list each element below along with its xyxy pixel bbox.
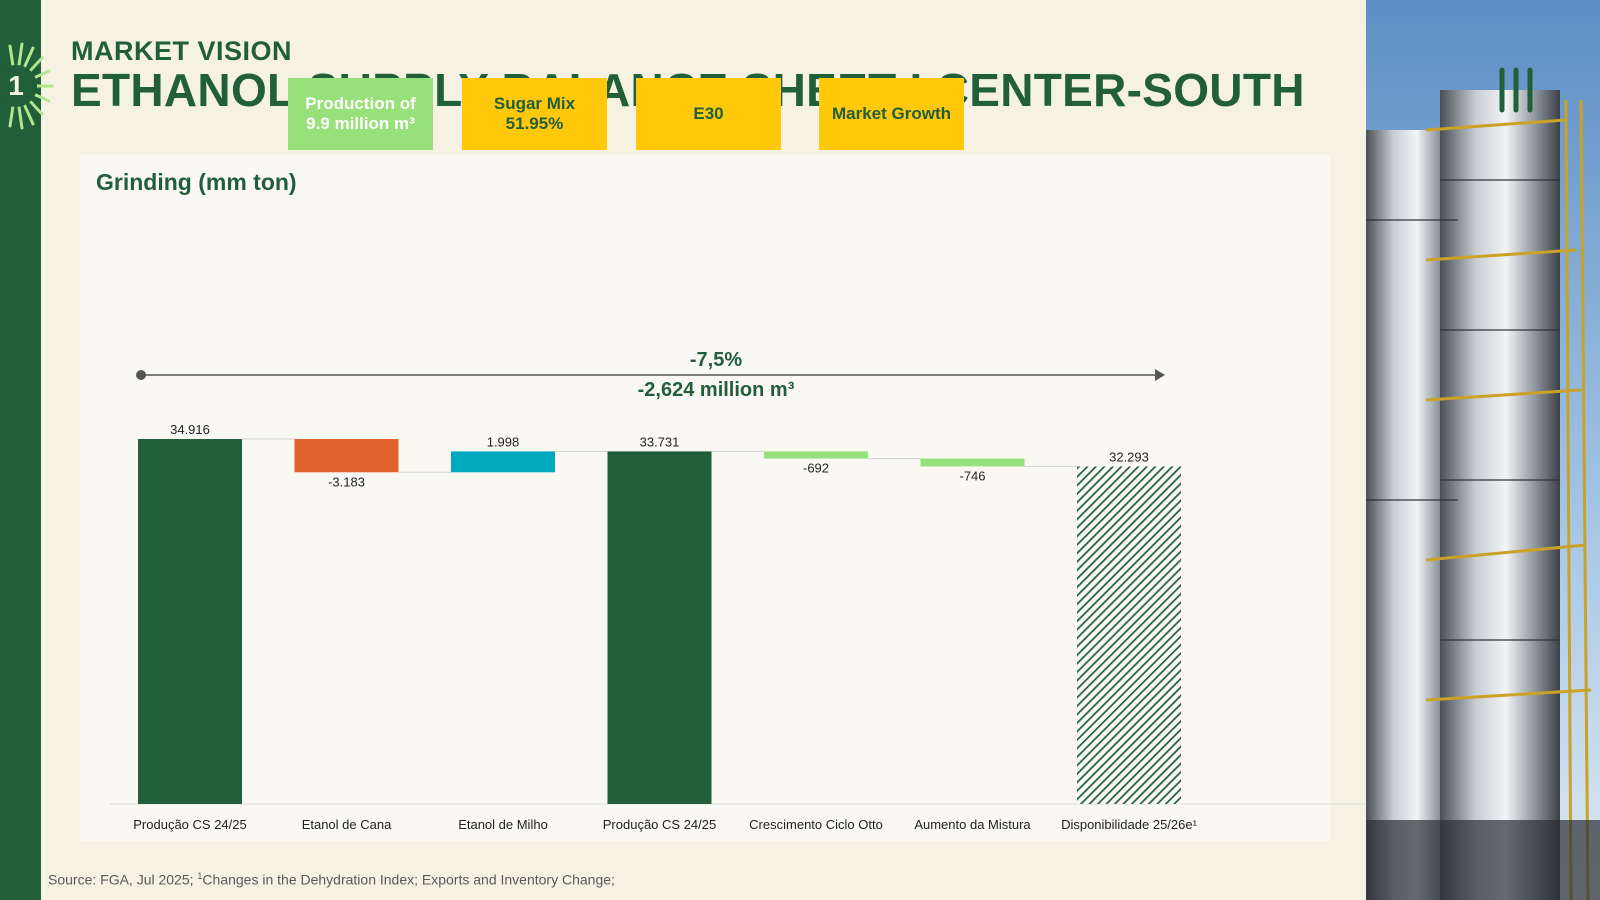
- category-label-0: Produção CS 24/25: [133, 817, 246, 832]
- variation-percent: -7,5%: [690, 349, 742, 371]
- bar-4: [764, 451, 868, 459]
- tag-market-growth: Market Growth: [819, 78, 964, 150]
- left-accent-strip: [0, 0, 41, 900]
- chart-title: Grinding (mm ton): [96, 169, 297, 195]
- data-label-6: 32.293: [1109, 449, 1149, 464]
- arrow-start-dot: [136, 370, 146, 380]
- section-number: 1: [8, 70, 24, 101]
- tag-production-line1: Production of: [305, 94, 416, 113]
- bar-0: [138, 439, 242, 804]
- bar-3: [607, 451, 712, 804]
- variation-arrow: [136, 369, 1165, 381]
- tag-sugar-mix: Sugar Mix 51.95%: [462, 78, 607, 150]
- data-label-1: -3.183: [328, 474, 365, 489]
- section-badge-burst-icon: [0, 42, 54, 130]
- category-label-2: Etanol de Milho: [458, 817, 548, 832]
- category-label-5: Aumento da Mistura: [914, 817, 1031, 832]
- tag-sugar-mix-line1: Sugar Mix: [493, 94, 576, 113]
- bar-6: [1077, 466, 1181, 804]
- variation-volume: -2,624 million m³: [638, 379, 795, 401]
- category-label-1: Etanol de Cana: [302, 817, 392, 832]
- source-note: Source: FGA, Jul 2025; 1Changes in the D…: [48, 871, 615, 888]
- data-label-5: -746: [959, 468, 985, 483]
- section-eyebrow: MARKET VISION: [71, 36, 293, 66]
- tag-production-line2: 9.9 million m³: [306, 114, 415, 133]
- bar-1: [294, 439, 399, 473]
- brand-logo-icon: [1499, 67, 1533, 113]
- tag-production: Production of 9.9 million m³: [288, 78, 433, 150]
- source-rest: Changes in the Dehydration Index; Export…: [202, 871, 615, 888]
- refinery-photo: [1366, 0, 1600, 900]
- bar-5: [920, 458, 1025, 467]
- source-prefix: Source: FGA, Jul 2025;: [48, 871, 198, 888]
- tag-market-growth-label: Market Growth: [831, 104, 952, 123]
- arrow-head-icon: [1155, 369, 1165, 381]
- source-footnote-mark: 1: [197, 871, 203, 881]
- tag-e30: E30: [636, 78, 781, 150]
- category-label-6: Disponibilidade 25/26e¹: [1061, 817, 1198, 832]
- data-label-3: 33.731: [640, 434, 680, 449]
- tag-sugar-mix-line2: 51.95%: [505, 114, 564, 133]
- category-label-4: Crescimento Ciclo Otto: [749, 817, 883, 832]
- data-label-0: 34.916: [170, 422, 210, 437]
- bar-2: [451, 451, 555, 473]
- data-label-4: -692: [803, 461, 829, 476]
- data-label-2: 1.998: [487, 434, 520, 449]
- tag-e30-label: E30: [693, 104, 724, 123]
- category-label-3: Produção CS 24/25: [603, 817, 716, 832]
